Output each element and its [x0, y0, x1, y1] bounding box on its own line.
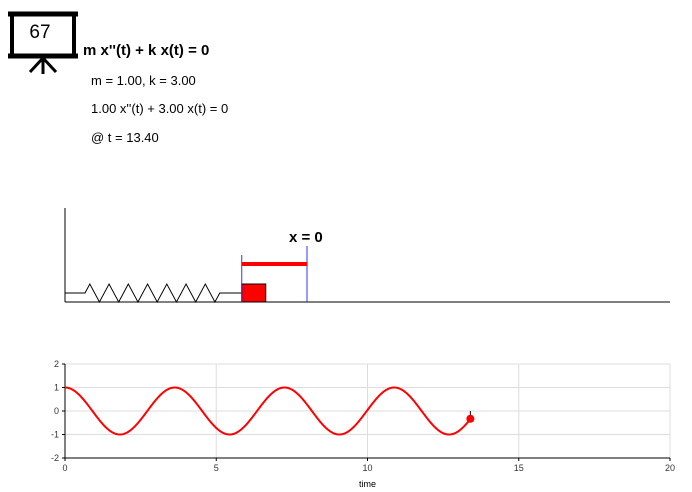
- chart-axes: [62, 363, 671, 461]
- x-tick-label: 20: [665, 463, 675, 473]
- y-tick-label: -2: [51, 453, 59, 463]
- x-tick-label: 5: [214, 463, 219, 473]
- substituted-equation: 1.00 x''(t) + 3.00 x(t) = 0: [91, 101, 229, 116]
- current-point: [466, 414, 475, 423]
- spring: [65, 282, 242, 304]
- y-tick-label: -1: [51, 430, 59, 440]
- x-axis-label: time: [359, 479, 376, 489]
- y-tick-label: 2: [54, 359, 59, 369]
- y-tick-label: 0: [54, 406, 59, 416]
- y-tick-label: 1: [54, 383, 59, 393]
- equation-title: m x''(t) + k x(t) = 0: [83, 42, 210, 59]
- chart-tick-labels: 0 5 10 15 20 -2 -1 0 1 2: [51, 359, 675, 473]
- x-tick-label: 15: [514, 463, 524, 473]
- equilibrium-label: x = 0: [289, 229, 323, 246]
- parameter-readout: m = 1.00, k = 3.00: [91, 73, 196, 88]
- x-tick-label: 0: [62, 463, 67, 473]
- series-line: [64, 386, 472, 436]
- time-readout: @ t = 13.40: [91, 130, 159, 145]
- presentation-board-icon: [8, 11, 78, 74]
- x-tick-label: 10: [362, 463, 372, 473]
- logo-number: 67: [29, 22, 51, 43]
